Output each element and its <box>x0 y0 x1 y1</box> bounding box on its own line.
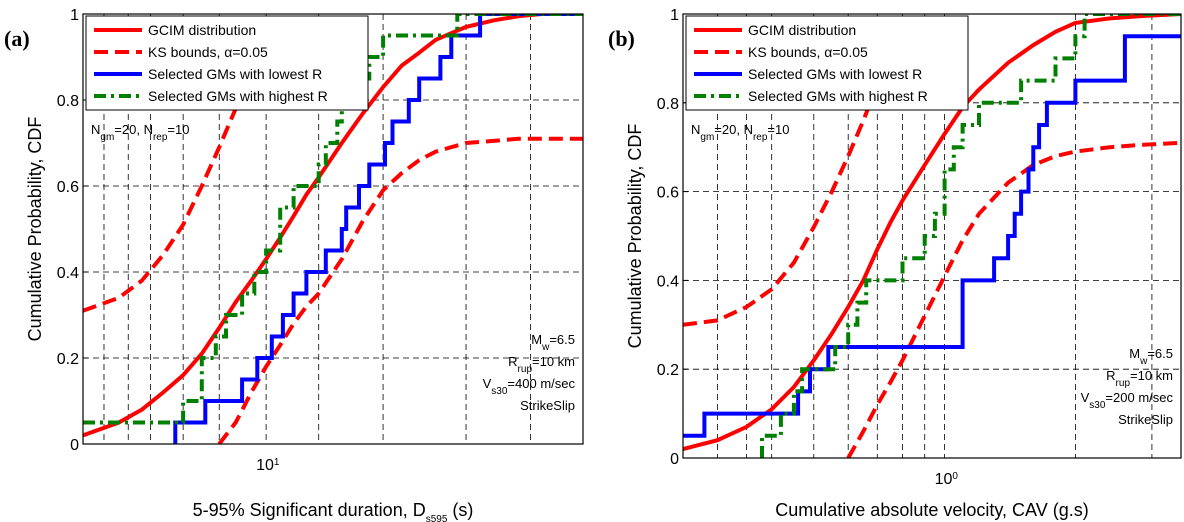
scenario-mechanism: StrikeSlip <box>1118 412 1173 427</box>
y-tick-label: 1 <box>70 7 79 24</box>
n-annotation: Ngm=20, Nrep=10 <box>691 122 789 143</box>
legend-entry: GCIM distribution <box>748 22 856 38</box>
y-tick-label: 0.2 <box>657 362 679 379</box>
legend-entry: KS bounds, α=0.05 <box>748 44 868 60</box>
series-line-2 <box>848 143 1181 458</box>
n-annotation: Ngm=20, Nrep=10 <box>91 122 189 143</box>
legend-entry: Selected GMs with lowest R <box>148 66 322 82</box>
panel-label: (b) <box>608 26 635 51</box>
scenario-vs30: Vs30=400 m/sec <box>483 376 576 397</box>
scenario-rrup: Rrup=10 km <box>1106 368 1173 389</box>
legend: GCIM distribution KS bounds, α=0.05 Select… <box>686 16 968 110</box>
x-axis-title: Cumulative absolute velocity, CAV (g.s) <box>775 500 1088 520</box>
y-tick-label: 0.2 <box>57 351 79 368</box>
legend-entry: Selected GMs with highest R <box>748 88 928 104</box>
y-tick-label: 0.6 <box>657 185 679 202</box>
y-tick-label: 0.8 <box>657 96 679 113</box>
x-tick-label: 100 <box>935 471 959 489</box>
y-tick-label: 0.4 <box>57 265 79 282</box>
y-axis-title: Cumulative Probability, CDF <box>25 117 45 342</box>
panel-label: (a) <box>4 26 30 51</box>
x-tick-label: 101 <box>256 457 280 475</box>
legend-entry: Selected GMs with lowest R <box>748 66 922 82</box>
legend: GCIM distribution KS bounds, α=0.05 Select… <box>86 16 368 110</box>
scenario-mw: Mw=6.5 <box>531 332 575 353</box>
legend-entry: GCIM distribution <box>148 22 256 38</box>
x-axis-title: 5-95% Significant duration, Ds595 (s) <box>193 500 474 522</box>
scenario-mechanism: StrikeSlip <box>520 398 575 413</box>
y-tick-label: 0 <box>670 451 679 468</box>
y-tick-label: 1 <box>670 7 679 24</box>
y-tick-label: 0.6 <box>57 179 79 196</box>
y-axis-title: Cumulative Probability, CDF <box>625 124 645 349</box>
legend-entry: Selected GMs with highest R <box>148 88 328 104</box>
scenario-mw: Mw=6.5 <box>1129 346 1173 367</box>
legend-entry: KS bounds, α=0.05 <box>148 44 268 60</box>
scenario-rrup: Rrup=10 km <box>508 354 575 375</box>
y-tick-label: 0 <box>70 437 79 454</box>
y-tick-label: 0.4 <box>657 273 679 290</box>
chart-panel-b: 0 0.2 0.4 0.6 0.8 1 100 (b) Cumulative Probabili… <box>608 7 1181 520</box>
scenario-vs30: Vs30=200 m/sec <box>1081 390 1174 411</box>
y-tick-label: 0.8 <box>57 93 79 110</box>
chart-panel-a: 0 0.2 0.4 0.6 0.8 1 101 (a) Cumulative Probabili… <box>4 7 583 522</box>
